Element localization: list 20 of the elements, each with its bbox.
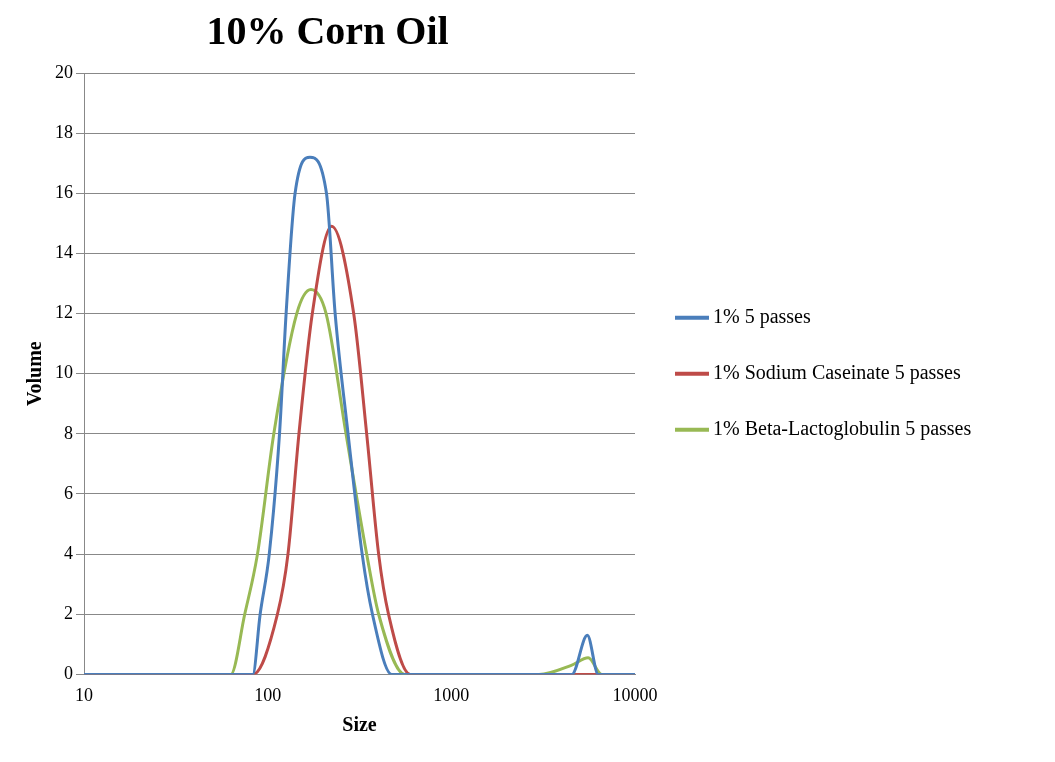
y-tick-label: 16 xyxy=(55,182,73,203)
x-tick-label: 10000 xyxy=(612,684,658,705)
y-axis-title: Volume xyxy=(23,341,46,407)
x-tick-label: 100 xyxy=(254,684,282,705)
y-tick-label: 0 xyxy=(64,663,73,684)
y-tick-label: 8 xyxy=(64,422,73,443)
y-tick-label: 10 xyxy=(55,362,73,383)
x-tick-label: 1000 xyxy=(433,684,470,705)
x-axis-title: Size xyxy=(342,713,377,736)
y-tick-label: 4 xyxy=(64,542,73,563)
y-tick-label: 18 xyxy=(55,121,73,142)
legend-label: 1% Beta-Lactoglobulin 5 passes xyxy=(713,416,972,440)
y-tick-label: 6 xyxy=(64,482,73,503)
chart-title: 10% Corn Oil xyxy=(206,8,449,54)
y-tick-label: 12 xyxy=(55,302,73,323)
legend-label: 1% 5 passes xyxy=(713,304,811,328)
y-tick-label: 20 xyxy=(55,61,73,82)
legend-label: 1% Sodium Caseinate 5 passes xyxy=(713,360,961,384)
y-tick-label: 2 xyxy=(64,602,73,623)
y-tick-label: 14 xyxy=(55,242,73,263)
